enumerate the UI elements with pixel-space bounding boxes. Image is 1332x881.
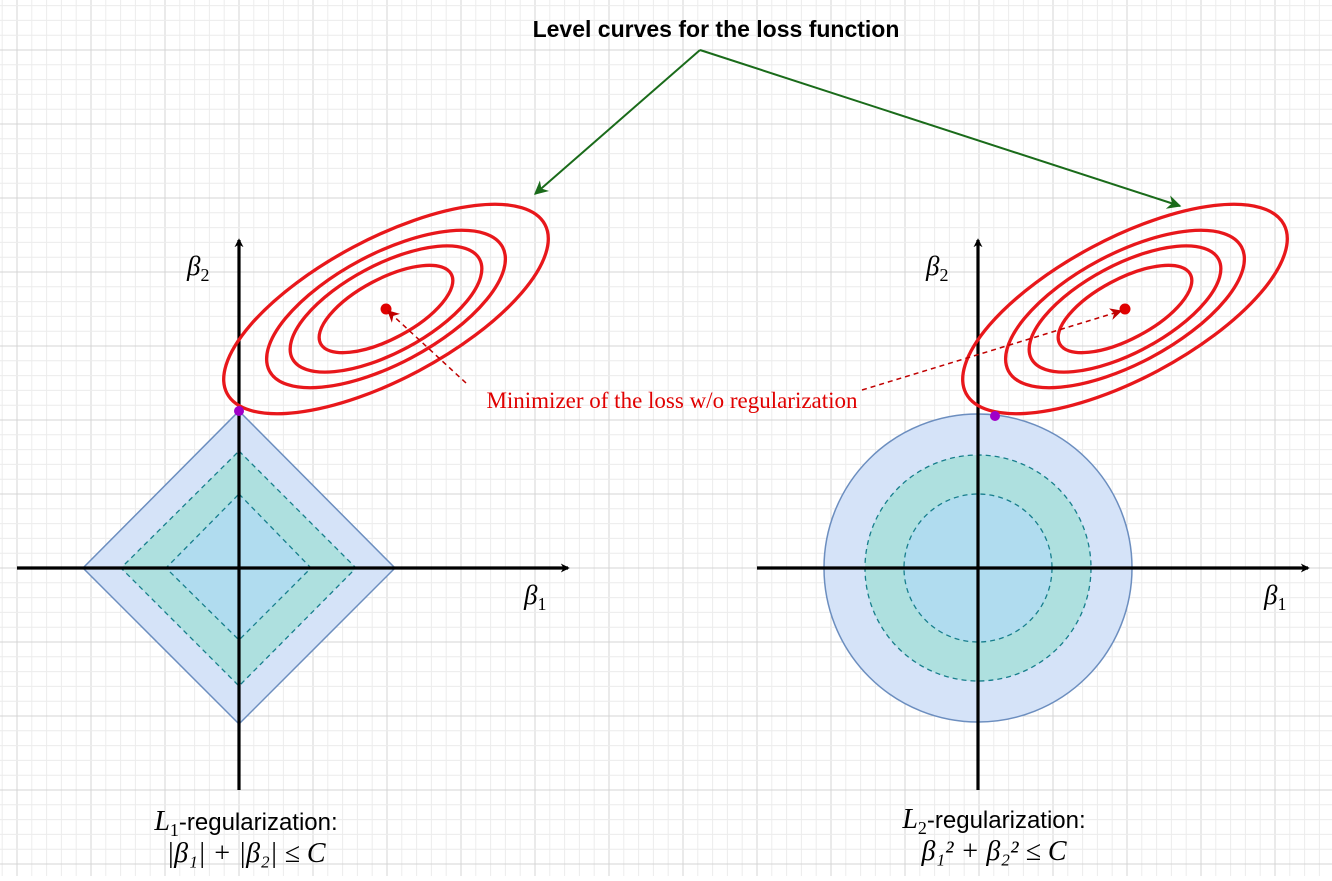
right-minimizer-point (1119, 303, 1131, 315)
minimizer-label: Minimizer of the loss w/o regularization (486, 388, 858, 413)
left-panel: β1 β2 L1-regularization: |β₁| + |β₂| ≤ C (17, 202, 570, 869)
right-contour-3 (1003, 228, 1247, 390)
right-tangent-point (990, 411, 1000, 421)
title-annotation: Level curves for the loss function (533, 16, 1182, 209)
left-caption-line1: L1-regularization: (153, 806, 337, 840)
minimizer-annotation: Minimizer of the loss w/o regularization (387, 308, 1123, 413)
green-arrow-left (533, 49, 701, 195)
red-dashed-arrow-right (861, 308, 1123, 391)
right-contour-1 (1056, 263, 1194, 355)
diagram-title: Level curves for the loss function (533, 16, 900, 42)
red-dashed-arrow-left (387, 310, 467, 384)
right-caption-line1: L2-regularization: (901, 804, 1085, 838)
right-panel: β1 β2 L2-regularization: β₁² + β₂² ≤ C (757, 202, 1310, 867)
right-y-axis-label: β2 (925, 251, 948, 285)
green-arrow-right (699, 49, 1182, 209)
left-x-axis-label: β1 (523, 580, 546, 614)
right-contour-4 (961, 202, 1289, 416)
left-contour-3 (264, 228, 508, 390)
left-caption-line2: |β₁| + |β₂| ≤ C (166, 838, 325, 869)
left-tangent-point (234, 406, 244, 416)
left-contour-4 (222, 202, 550, 416)
right-contour-curves (961, 202, 1289, 416)
left-y-axis-label: β2 (186, 251, 209, 285)
left-contour-2 (288, 244, 484, 374)
left-contour-1 (317, 263, 455, 355)
right-contour-2 (1027, 244, 1223, 374)
left-contour-curves (222, 202, 550, 416)
right-x-axis-label: β1 (1263, 580, 1286, 614)
right-caption-line2: β₁² + β₂² ≤ C (920, 836, 1066, 867)
